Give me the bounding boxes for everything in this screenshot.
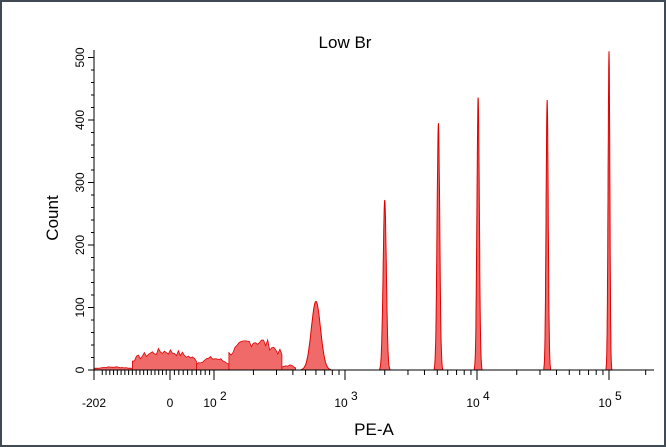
y-tick-label-200: 200 bbox=[73, 235, 87, 255]
x-tick-exponent-4: 4 bbox=[483, 389, 490, 403]
chart-title: Low Br bbox=[319, 33, 372, 52]
peak-2 bbox=[379, 199, 391, 371]
y-tick-label-400: 400 bbox=[73, 110, 87, 130]
background-segment-2 bbox=[196, 356, 230, 371]
background-events bbox=[93, 338, 296, 371]
peak-6 bbox=[605, 51, 613, 371]
y-axis-label: Count bbox=[43, 195, 62, 241]
background-segment-1 bbox=[132, 347, 197, 371]
y-axis-ticks: 0 100 200 300 400 500 bbox=[73, 47, 94, 373]
y-tick-label-0: 0 bbox=[73, 366, 87, 373]
background-segment-3 bbox=[228, 338, 283, 371]
background-segment-0 bbox=[93, 366, 133, 371]
y-tick-label-300: 300 bbox=[73, 172, 87, 192]
x-axis-label: PE-A bbox=[354, 420, 394, 439]
x-tick-exponent-2: 2 bbox=[220, 389, 227, 403]
x-tick-label-5: 10 bbox=[598, 396, 612, 410]
x-tick-label-3: 10 bbox=[334, 396, 348, 410]
peak-4 bbox=[473, 97, 483, 371]
peak-3 bbox=[433, 123, 444, 371]
peak-5 bbox=[543, 99, 551, 371]
peak-1 bbox=[300, 300, 332, 371]
x-tick-label-0: -202 bbox=[82, 396, 106, 410]
x-axis-ticks: -202 0 10 2 10 3 10 4 10 5 bbox=[82, 370, 647, 410]
x-tick-label-1: 0 bbox=[167, 396, 174, 410]
x-tick-exponent-3: 3 bbox=[351, 389, 358, 403]
y-tick-label-500: 500 bbox=[73, 47, 87, 67]
x-tick-label-4: 10 bbox=[466, 396, 480, 410]
x-tick-exponent-5: 5 bbox=[615, 389, 622, 403]
x-tick-label-2: 10 bbox=[203, 396, 217, 410]
y-tick-label-100: 100 bbox=[73, 297, 87, 317]
peaks bbox=[300, 51, 613, 371]
background-segment-4 bbox=[281, 364, 296, 371]
